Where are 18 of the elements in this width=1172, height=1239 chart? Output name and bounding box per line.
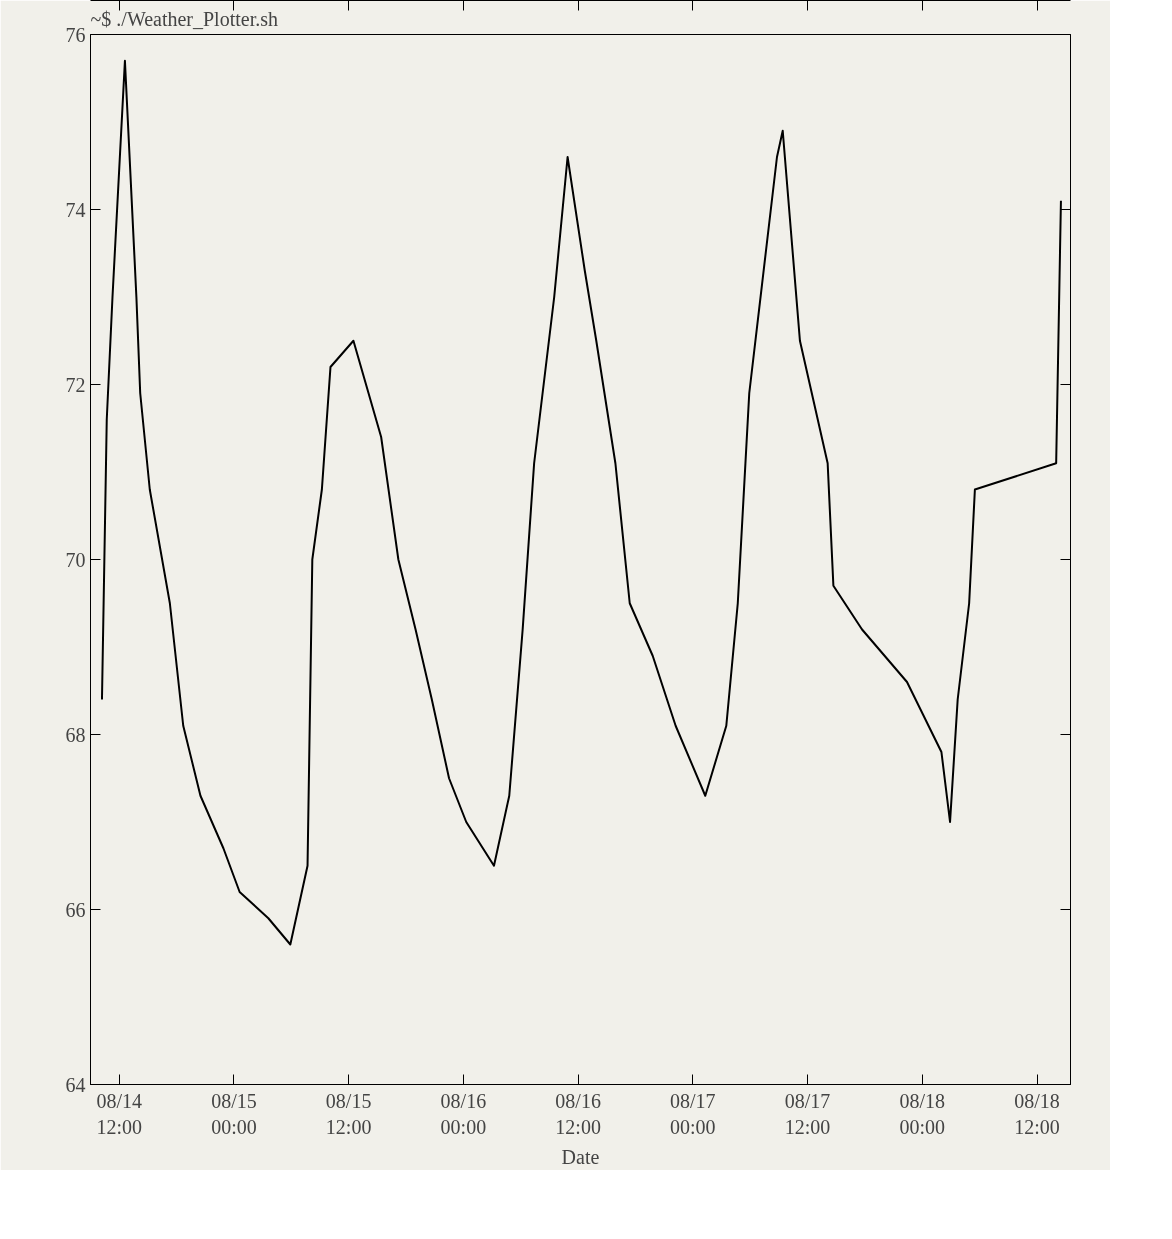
- y-tick-label: 66: [65, 898, 86, 921]
- x-tick-label: 08/16 00:00: [440, 1089, 487, 1138]
- y-tick-label: 76: [65, 23, 86, 46]
- x-tick-label: 08/17 00:00: [670, 1089, 716, 1138]
- x-tick-label: 08/17 12:00: [784, 1089, 831, 1138]
- x-tick-label: 08/18 00:00: [899, 1089, 946, 1138]
- x-axis-title: Date: [561, 1145, 600, 1168]
- y-tick-label: 68: [65, 723, 86, 746]
- x-tick-label: 08/16 12:00: [555, 1089, 601, 1138]
- x-tick-label: 08/15 00:00: [211, 1089, 257, 1138]
- y-tick-label: 74: [65, 198, 86, 221]
- x-tick-label: 08/18 12:00: [1014, 1089, 1060, 1138]
- y-tick-label: 64: [65, 1073, 86, 1096]
- text: ~$ ./Weather_Plotter.sh: [90, 7, 279, 30]
- x-tick-label: 08/14 12:00: [96, 1089, 142, 1138]
- y-tick-label: 70: [65, 548, 86, 571]
- x-tick-label: 08/15 12:00: [325, 1089, 372, 1138]
- y-tick-label: 72: [65, 373, 86, 396]
